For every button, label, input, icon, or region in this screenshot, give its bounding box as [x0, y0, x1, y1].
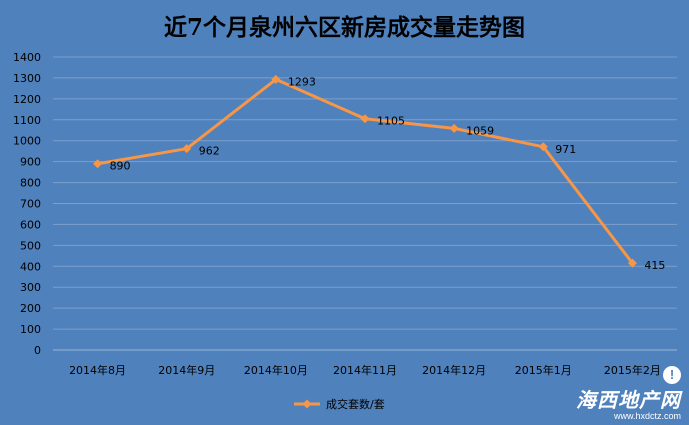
y-tick-label: 600 [20, 218, 41, 231]
data-point [360, 114, 370, 124]
data-label: 971 [555, 143, 576, 156]
y-tick-label: 1400 [13, 51, 41, 64]
x-tick-label: 2014年12月 [422, 363, 486, 377]
x-tick-label: 2015年1月 [515, 363, 572, 377]
y-tick-label: 300 [20, 281, 41, 294]
data-label: 415 [644, 259, 665, 272]
legend-label: 成交套数/套 [326, 397, 385, 411]
y-tick-label: 0 [34, 344, 41, 357]
chart-title: 近7个月泉州六区新房成交量走势图 [163, 14, 525, 41]
y-tick-label: 1100 [13, 114, 41, 127]
watermark-logo: ! 海西地产网 www.hxdctz.com [576, 366, 681, 421]
y-tick-label: 900 [20, 156, 41, 169]
x-tick-label: 2014年9月 [158, 363, 215, 377]
x-tick-label: 2014年11月 [333, 363, 397, 377]
data-point [271, 74, 281, 84]
x-tick-label: 2014年10月 [244, 363, 308, 377]
watermark-url: www.hxdctz.com [613, 411, 681, 421]
data-point [449, 123, 459, 133]
data-point [182, 144, 192, 154]
x-tick-label: 2015年2月 [604, 363, 661, 377]
y-tick-label: 400 [20, 260, 41, 273]
data-point [538, 142, 548, 152]
x-tick-label: 2014年8月 [69, 363, 126, 377]
y-tick-label: 100 [20, 323, 41, 336]
speech-bubble-icon: ! [663, 366, 681, 384]
data-label: 890 [110, 160, 131, 173]
legend-marker [302, 399, 312, 409]
data-label: 1105 [377, 115, 405, 128]
y-tick-label: 500 [20, 239, 41, 252]
data-point [627, 258, 637, 268]
data-label: 962 [199, 145, 220, 158]
y-tick-label: 800 [20, 177, 41, 190]
series-line [97, 77, 634, 265]
y-tick-label: 1000 [13, 135, 41, 148]
y-tick-label: 1200 [13, 93, 41, 106]
watermark-brand: 海西地产网 [576, 390, 681, 412]
y-tick-label: 200 [20, 302, 41, 315]
data-label: 1293 [288, 75, 316, 88]
y-tick-label: 1300 [13, 72, 41, 85]
y-tick-label: 700 [20, 198, 41, 211]
data-label: 1059 [466, 124, 494, 137]
data-point [93, 159, 103, 169]
